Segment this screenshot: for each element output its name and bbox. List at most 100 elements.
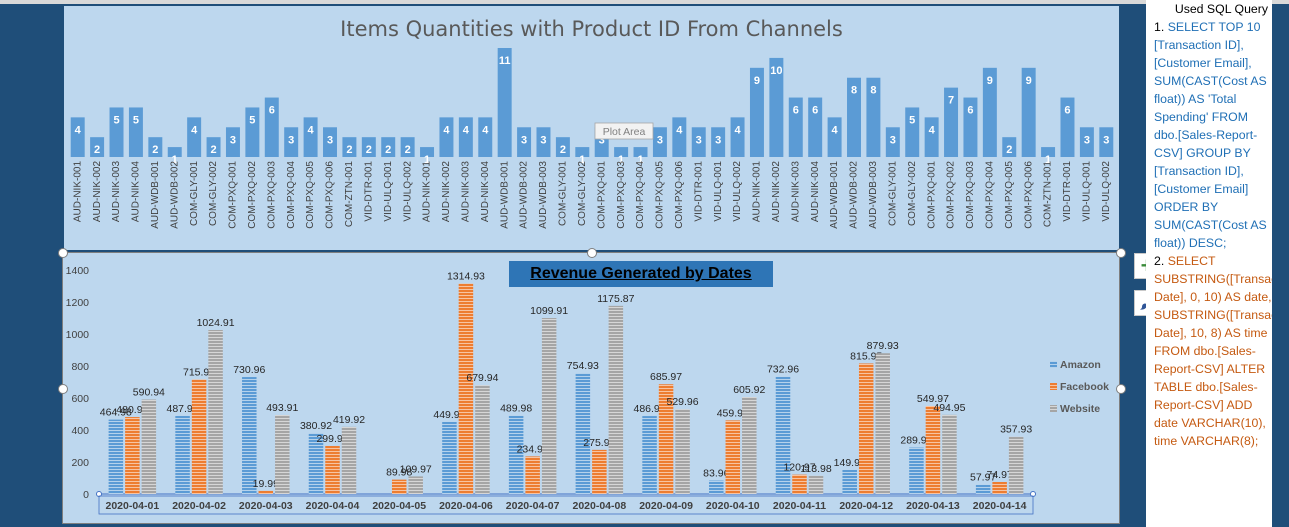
chart1-data-label: 6: [269, 105, 275, 117]
chart1-category-label: COM-ZTN-001: [1043, 161, 1054, 228]
chart2-category-label: 2020-04-13: [906, 500, 960, 512]
chart2-data-label: 487.96: [167, 403, 199, 415]
chart2-category-label: 2020-04-02: [172, 500, 226, 512]
chart1-category-label: COM-PXQ-001: [596, 161, 607, 229]
chart2-data-label: 732.96: [767, 364, 799, 376]
items-quantities-chart[interactable]: Items Quantities with Product ID From Ch…: [64, 6, 1119, 250]
chart1-category-label: AUD-WDB-002: [849, 161, 860, 229]
resize-handle-middle-left[interactable]: [58, 384, 68, 394]
chart1-category-label: AUD-NIK-004: [131, 161, 142, 223]
chart1-category-label: COM-GLY-002: [907, 161, 918, 226]
chart1-data-label: 5: [249, 114, 255, 126]
chart1-data-label: 2: [1006, 144, 1012, 156]
chart1-bar: [730, 117, 745, 157]
chart2-bar-website: [875, 353, 890, 494]
chart1-category-label: COM-PXQ-002: [247, 161, 258, 229]
resize-handle-top-left[interactable]: [58, 248, 68, 258]
chart2-category-label: 2020-04-05: [372, 500, 426, 512]
chart2-bar-amazon: [642, 416, 657, 494]
legend-label-website: Website: [1060, 403, 1100, 415]
sql-query-2: 2. SELECT SUBSTRING([Transaction Date], …: [1154, 252, 1272, 450]
chart1-category-label: COM-GLY-001: [189, 161, 200, 226]
chart1-bar: [167, 147, 182, 157]
chart1-data-label: 3: [1103, 134, 1109, 146]
chart2-category-label: 2020-04-07: [506, 500, 560, 512]
revenue-by-dates-chart[interactable]: Revenue Generated by Dates 0 200 400 600 800…: [62, 252, 1120, 524]
chart1-bar: [264, 97, 279, 157]
chart2-bar-website: [1008, 436, 1024, 494]
chart1-data-label: 4: [443, 124, 450, 136]
chart2-data-label: 113.98: [800, 463, 831, 475]
chart1-bar: [808, 97, 823, 157]
chart1-data-label: 7: [948, 95, 954, 107]
chart1-data-label: 2: [210, 144, 216, 156]
chart2-data-label: 83.96: [703, 468, 729, 480]
chart1-data-label: 1: [579, 154, 585, 166]
chart1-bar: [575, 147, 590, 157]
chart1-category-label: VID-ULQ-002: [402, 161, 413, 222]
chart1-bar: [827, 117, 842, 157]
chart2-bar-amazon: [575, 373, 591, 494]
chart2-bar-website: [808, 475, 824, 494]
chart2-bar-website: [141, 399, 157, 494]
chart1-bar: [924, 117, 939, 157]
chart2-bar-amazon: [242, 377, 257, 494]
chart1-bar: [866, 77, 881, 157]
chart2-category-label: 2020-04-04: [306, 500, 360, 512]
chart2-data-label: 120.97: [783, 462, 815, 474]
chart1-bar: [497, 48, 512, 157]
chart1-bar: [517, 127, 532, 157]
chart1-data-label: 2: [94, 144, 100, 156]
chart1-data-label: 5: [113, 114, 119, 126]
legend-swatch-website: [1050, 405, 1057, 412]
chart2-y-tick-label: 1400: [66, 265, 90, 277]
chart2-bar-facebook: [725, 420, 741, 494]
resize-handle-top-right[interactable]: [1116, 248, 1126, 258]
chart1-bar: [361, 137, 376, 157]
chart1-bar: [187, 117, 202, 157]
chart2-data-label: 605.92: [733, 384, 765, 396]
chart2-data-label: 486.97: [634, 403, 666, 415]
resize-handle-top-center[interactable]: [587, 248, 597, 258]
chart1-data-label: 3: [715, 134, 721, 146]
chart2-data-label: 149.97: [834, 457, 866, 469]
chart1-data-label: 6: [967, 105, 973, 117]
resize-handle-middle-right[interactable]: [1116, 384, 1126, 394]
chart1-data-label: 4: [75, 124, 82, 136]
chart2-data-label: 1175.87: [597, 293, 634, 305]
chart2-bar-facebook: [792, 474, 807, 494]
chart1-bar: [400, 137, 415, 157]
chart2-bar-facebook: [325, 446, 340, 494]
chart2-bar-facebook: [925, 406, 941, 494]
chart1-category-label: COM-PXQ-004: [984, 161, 995, 229]
legend-label-amazon: Amazon: [1060, 359, 1101, 371]
chart1-category-label: COM-PXQ-005: [1004, 161, 1015, 229]
chart2-bar-website: [675, 409, 690, 494]
chart1-bar: [788, 97, 803, 157]
plot-area-tooltip-box: [594, 122, 654, 140]
chart1-data-label: 10: [770, 65, 782, 77]
chart1-bar: [982, 67, 997, 157]
chart1-bar: [90, 137, 105, 157]
chart1-bar: [1002, 137, 1017, 157]
chart1-data-label: 2: [385, 144, 391, 156]
chart2-category-label: 2020-04-08: [572, 500, 626, 512]
chart2-bar-facebook: [258, 490, 274, 494]
chart2-data-label: 679.94: [466, 372, 498, 384]
chart1-category-label: COM-GLY-001: [887, 161, 898, 226]
chart2-data-label: 459.98: [717, 407, 749, 419]
chart1-bar: [885, 127, 900, 157]
chart1-bar: [672, 117, 687, 157]
chart1-bar: [342, 137, 357, 157]
chart2-category-label: 2020-04-09: [639, 500, 693, 512]
chart2-data-label: 464.98: [100, 407, 132, 419]
legend-swatch-facebook: [1050, 383, 1057, 390]
chart1-bar: [245, 107, 260, 157]
chart2-data-label: 730.96: [233, 364, 265, 376]
chart1-data-label: 1: [172, 154, 178, 166]
chart2-category-label: 2020-04-01: [105, 500, 159, 512]
chart1-bar: [206, 137, 221, 157]
chart2-bar-facebook: [458, 283, 474, 494]
chart1-data-label: 3: [657, 134, 663, 146]
chart1-bar: [109, 107, 124, 157]
